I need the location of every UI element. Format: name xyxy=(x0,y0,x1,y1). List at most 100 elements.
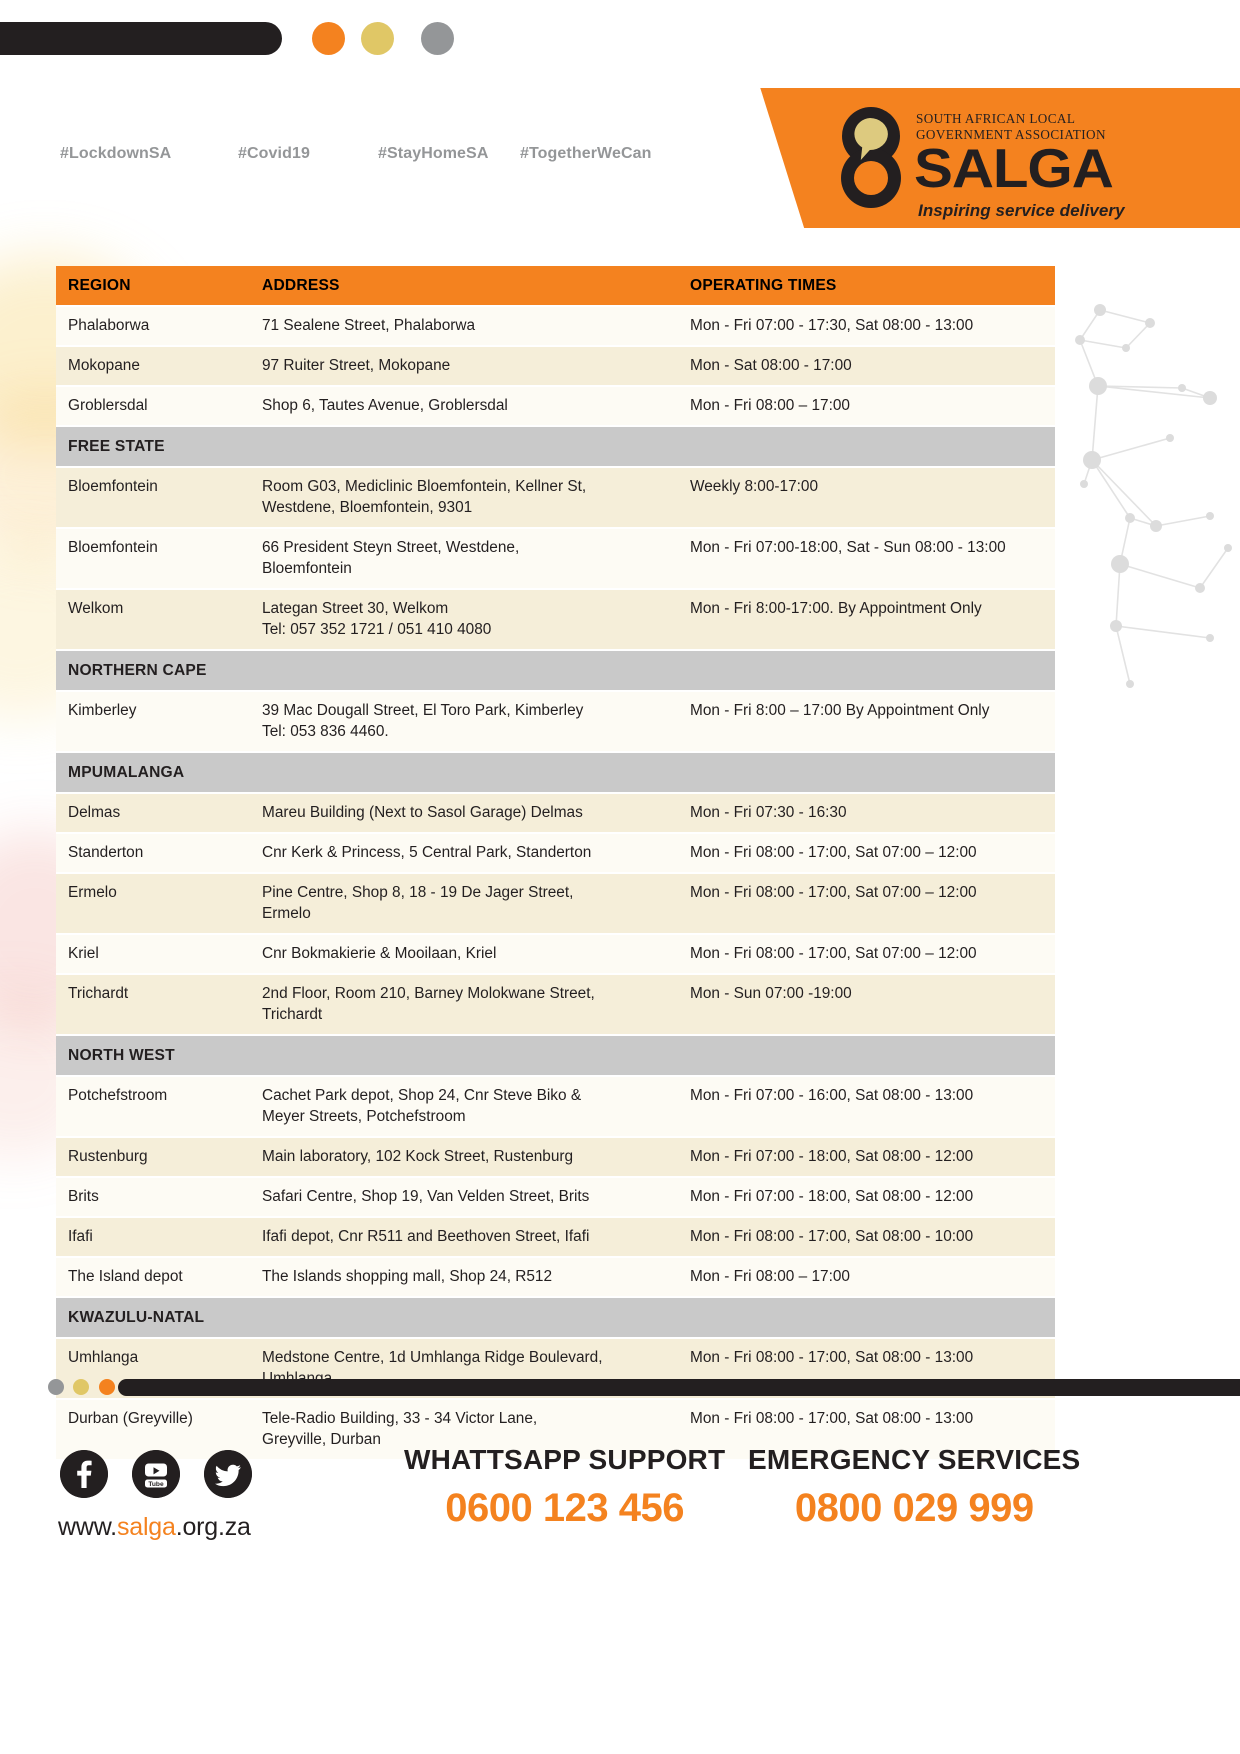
whatsapp-support-label: WHATTSAPP SUPPORT xyxy=(404,1444,726,1475)
footer-decorative-bar xyxy=(118,1379,1240,1396)
table-cell-operating-times: Mon - Fri 08:00 – 17:00 xyxy=(680,386,1055,427)
twitter-icon[interactable] xyxy=(204,1450,252,1498)
table-section-header: NORTHERN CAPE xyxy=(56,650,1055,692)
table-body: Phalaborwa 71 Sealene Street, Phalaborwa… xyxy=(56,306,1055,1461)
table-cell-address: 97 Ruiter Street, Mokopane xyxy=(252,346,680,387)
table-cell-address: Lategan Street 30, Welkom Tel: 057 352 1… xyxy=(252,589,680,651)
table-cell-address: Cachet Park depot, Shop 24, Cnr Steve Bi… xyxy=(252,1076,680,1138)
logo-wordmark: SALGA xyxy=(914,137,1114,199)
network-graphic-decoration xyxy=(1075,304,1232,688)
table-cell-operating-times: Mon - Fri 07:30 - 16:30 xyxy=(680,793,1055,834)
hashtag-covid19: #Covid19 xyxy=(238,145,310,162)
table-section-header: NORTH WEST xyxy=(56,1035,1055,1077)
table-cell-address: 66 President Steyn Street, Westdene, Blo… xyxy=(252,528,680,590)
table-section-header: FREE STATE xyxy=(56,426,1055,468)
table-row: Phalaborwa 71 Sealene Street, Phalaborwa… xyxy=(56,306,1055,347)
top-dot-grey xyxy=(421,22,454,55)
footer-dot-orange xyxy=(99,1379,115,1395)
table-section-label: NORTH WEST xyxy=(56,1035,1055,1077)
table-cell-region: Ermelo xyxy=(56,873,252,935)
table-section-header: KWAZULU-NATAL xyxy=(56,1297,1055,1339)
table-cell-region: Standerton xyxy=(56,833,252,874)
table-cell-region: Ifafi xyxy=(56,1217,252,1258)
table-cell-address: Ifafi depot, Cnr R511 and Beethoven Stre… xyxy=(252,1217,680,1258)
table-cell-address: Cnr Bokmakierie & Mooilaan, Kriel xyxy=(252,934,680,975)
whatsapp-support-block: WHATTSAPP SUPPORT 0600 123 456 xyxy=(404,1444,725,1531)
table-cell-address: Cnr Kerk & Princess, 5 Central Park, Sta… xyxy=(252,833,680,874)
column-header-region: REGION xyxy=(56,266,252,307)
footer-dot-grey xyxy=(48,1379,64,1395)
table-row: Welkom Lategan Street 30, Welkom Tel: 057… xyxy=(56,589,1055,651)
table-cell-region: Potchefstroom xyxy=(56,1076,252,1138)
table-cell-address: Mareu Building (Next to Sasol Garage) De… xyxy=(252,793,680,834)
table-row: The Island depot The Islands shopping mal… xyxy=(56,1257,1055,1298)
table-cell-operating-times: Mon - Fri 07:00 - 18:00, Sat 08:00 - 12:… xyxy=(680,1137,1055,1178)
table-cell-region: Kriel xyxy=(56,934,252,975)
logo-subtitle-line2: GOVERNMENT ASSOCIATION xyxy=(916,126,1106,142)
table-cell-operating-times: Mon - Fri 08:00 - 17:00, Sat 08:00 - 13:… xyxy=(680,1399,1055,1461)
table-row: Mokopane 97 Ruiter Street, Mokopane Mon - … xyxy=(56,346,1055,387)
table-cell-operating-times: Mon - Sun 07:00 -19:00 xyxy=(680,974,1055,1036)
table-cell-region: Bloemfontein xyxy=(56,467,252,529)
table-cell-operating-times: Mon - Fri 07:00 - 17:30, Sat 08:00 - 13:… xyxy=(680,306,1055,347)
footer-dot-gold xyxy=(73,1379,89,1395)
table-section-label: MPUMALANGA xyxy=(56,752,1055,794)
social-links: Tube xyxy=(60,1450,260,1502)
table-cell-operating-times: Mon - Sat 08:00 - 17:00 xyxy=(680,346,1055,387)
facebook-icon[interactable] xyxy=(60,1450,108,1498)
table-cell-region: Bloemfontein xyxy=(56,528,252,590)
table-cell-region: Phalaborwa xyxy=(56,306,252,347)
table-section-label: FREE STATE xyxy=(56,426,1055,468)
table-row: Delmas Mareu Building (Next to Sasol Gara… xyxy=(56,793,1055,834)
table-cell-region: Rustenburg xyxy=(56,1137,252,1178)
table-row: Standerton Cnr Kerk & Princess, 5 Central… xyxy=(56,833,1055,874)
column-header-address: ADDRESS xyxy=(252,266,680,307)
top-dot-gold xyxy=(361,22,394,55)
logo-subtitle: SOUTH AFRICAN LOCAL GOVERNMENT ASSOCIATI… xyxy=(916,111,1106,142)
table-cell-operating-times: Mon - Fri 08:00 – 17:00 xyxy=(680,1257,1055,1298)
top-dot-orange xyxy=(312,22,345,55)
table-cell-operating-times: Mon - Fri 07:00 - 16:00, Sat 08:00 - 13:… xyxy=(680,1076,1055,1138)
table-header-row: REGION ADDRESS OPERATING TIMES xyxy=(56,266,1055,307)
website-url-suffix: .org.za xyxy=(175,1513,251,1541)
table-cell-address: Shop 6, Tautes Avenue, Groblersdal xyxy=(252,386,680,427)
facility-table: REGION ADDRESS OPERATING TIMES Phalaborw… xyxy=(56,266,1055,1461)
website-url-prefix: www. xyxy=(58,1513,117,1541)
table-cell-region: Delmas xyxy=(56,793,252,834)
hashtag-row: #LockdownSA #Covid19 #StayHomeSA #Togeth… xyxy=(60,145,720,171)
table-cell-address: The Islands shopping mall, Shop 24, R512 xyxy=(252,1257,680,1298)
table-cell-address: Tele-Radio Building, 33 - 34 Victor Lane… xyxy=(252,1399,680,1461)
table-cell-region: Welkom xyxy=(56,589,252,651)
emergency-services-label: EMERGENCY SERVICES xyxy=(748,1444,1081,1475)
emergency-services-block: EMERGENCY SERVICES 0800 029 999 xyxy=(748,1444,1080,1531)
table-row: Bloemfontein 66 President Steyn Street, W… xyxy=(56,528,1055,590)
column-header-operating-times: OPERATING TIMES xyxy=(680,266,1055,307)
table-cell-region: Mokopane xyxy=(56,346,252,387)
table-cell-address: Room G03, Mediclinic Bloemfontein, Kelln… xyxy=(252,467,680,529)
table-cell-region: Groblersdal xyxy=(56,386,252,427)
table-cell-address: 39 Mac Dougall Street, El Toro Park, Kim… xyxy=(252,691,680,753)
table-cell-region: Kimberley xyxy=(56,691,252,753)
table-cell-address: Safari Centre, Shop 19, Van Velden Stree… xyxy=(252,1177,680,1218)
table-row: Potchefstroom Cachet Park depot, Shop 24,… xyxy=(56,1076,1055,1138)
table-row: Kimberley 39 Mac Dougall Street, El Toro … xyxy=(56,691,1055,753)
hashtag-togetherwecan: #TogetherWeCan xyxy=(520,145,652,162)
table-cell-address: 2nd Floor, Room 210, Barney Molokwane St… xyxy=(252,974,680,1036)
salga-logo-banner: SOUTH AFRICAN LOCAL GOVERNMENT ASSOCIATI… xyxy=(760,88,1240,228)
table-cell-operating-times: Mon - Fri 8:00-17:00. By Appointment Onl… xyxy=(680,589,1055,651)
svg-text:Tube: Tube xyxy=(148,1481,164,1488)
logo-subtitle-line1: SOUTH AFRICAN LOCAL xyxy=(916,111,1076,126)
table-cell-operating-times: Mon - Fri 08:00 - 17:00, Sat 07:00 – 12:… xyxy=(680,833,1055,874)
emergency-services-number: 0800 029 999 xyxy=(794,1486,1034,1530)
table-row: Trichardt 2nd Floor, Room 210, Barney Mol… xyxy=(56,974,1055,1036)
table-cell-address: Main laboratory, 102 Kock Street, Rusten… xyxy=(252,1137,680,1178)
table-cell-operating-times: Mon - Fri 08:00 - 17:00, Sat 08:00 - 10:… xyxy=(680,1217,1055,1258)
table-row: Bloemfontein Room G03, Mediclinic Bloemfo… xyxy=(56,467,1055,529)
table-row: Groblersdal Shop 6, Tautes Avenue, Groble… xyxy=(56,386,1055,427)
table-cell-operating-times: Mon - Fri 07:00-18:00, Sat - Sun 08:00 -… xyxy=(680,528,1055,590)
table-row: Ermelo Pine Centre, Shop 8, 18 - 19 De Ja… xyxy=(56,873,1055,935)
website-url[interactable]: www.salga.org.za xyxy=(58,1513,251,1542)
youtube-icon[interactable]: Tube xyxy=(132,1450,180,1498)
table-cell-operating-times: Weekly 8:00-17:00 xyxy=(680,467,1055,529)
website-url-brand: salga xyxy=(116,1513,176,1541)
